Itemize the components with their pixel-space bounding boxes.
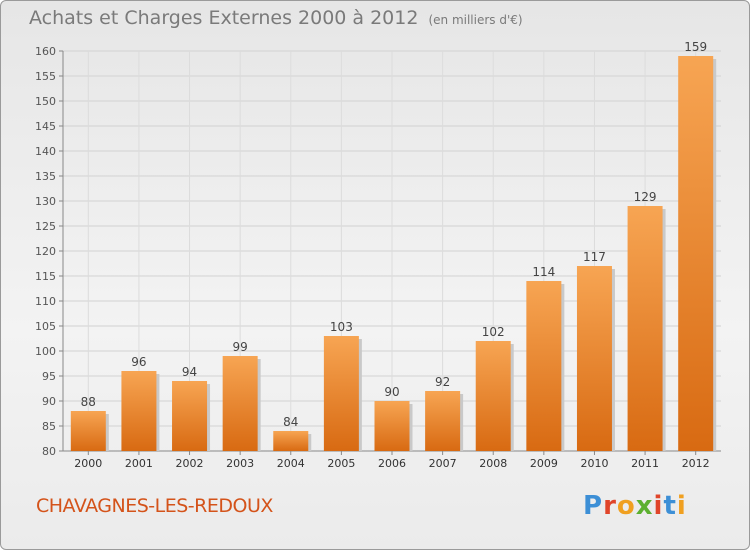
x-tick-label: 2005 [327,457,355,470]
y-tick-label: 140 [35,145,56,158]
chart-title-block: Achats et Charges Externes 2000 à 2012 (e… [29,7,523,29]
y-tick-label: 105 [35,320,56,333]
logo-letter: o [616,491,636,521]
y-tick-label: 135 [35,170,56,183]
bar [323,336,359,451]
x-tick-label: 2012 [682,457,710,470]
y-tick-label: 120 [35,245,56,258]
x-tick-label: 2003 [226,457,254,470]
bar [374,401,410,451]
logo-letter: i [653,491,664,521]
x-tick-label: 2002 [176,457,204,470]
bar [475,341,511,451]
bar [70,411,106,451]
logo-letter: P [583,491,604,521]
logo-letter: x [635,491,654,521]
y-tick-label: 130 [35,195,56,208]
chart-unit: (en milliers d'€) [428,13,523,27]
labels: 80 85 90 95 100 105 110 115 120 125 130 135 140 145 15… [35,40,710,470]
logo-letter: t [663,491,677,521]
proxiti-logo: Proxiti [583,491,687,521]
bar [678,56,714,451]
data-label: 99 [233,340,248,354]
y-tick-label: 80 [42,445,56,458]
y-tick-label: 160 [35,45,56,58]
commune-name: CHAVAGNES-LES-REDOUX [36,495,273,517]
bar [576,266,612,451]
bars [70,56,717,451]
data-label: 94 [182,365,197,379]
y-tick-label: 90 [42,395,56,408]
y-tick-label: 145 [35,120,56,133]
x-tick-label: 2009 [530,457,558,470]
bar [526,281,562,451]
logo-letter: i [676,491,687,521]
y-tick-label: 100 [35,345,56,358]
x-tick-label: 2006 [378,457,406,470]
x-tick-label: 2001 [125,457,153,470]
data-label: 103 [330,320,353,334]
data-label: 117 [583,250,606,264]
logo-letter: r [603,491,617,521]
data-label: 90 [384,385,399,399]
y-tick-label: 95 [42,370,56,383]
bar [172,381,208,451]
bar [627,206,663,451]
data-label: 96 [131,355,146,369]
data-label: 129 [634,190,657,204]
y-tick-label: 155 [35,70,56,83]
data-label: 92 [435,375,450,389]
y-tick-label: 115 [35,270,56,283]
data-label: 159 [684,40,707,54]
data-label: 102 [482,325,505,339]
bar [121,371,157,451]
x-tick-label: 2008 [479,457,507,470]
x-tick-label: 2011 [631,457,659,470]
y-tick-label: 125 [35,220,56,233]
x-tick-label: 2007 [429,457,457,470]
y-tick-label: 110 [35,295,56,308]
x-tick-label: 2000 [74,457,102,470]
x-tick-label: 2004 [277,457,305,470]
y-tick-label: 150 [35,95,56,108]
bar [273,431,309,451]
data-label: 88 [81,395,96,409]
data-label: 114 [532,265,555,279]
bar [222,356,258,451]
x-tick-label: 2010 [580,457,608,470]
y-tick-label: 85 [42,420,56,433]
chart-title: Achats et Charges Externes 2000 à 2012 [29,7,419,29]
bar [425,391,461,451]
data-label: 84 [283,415,298,429]
